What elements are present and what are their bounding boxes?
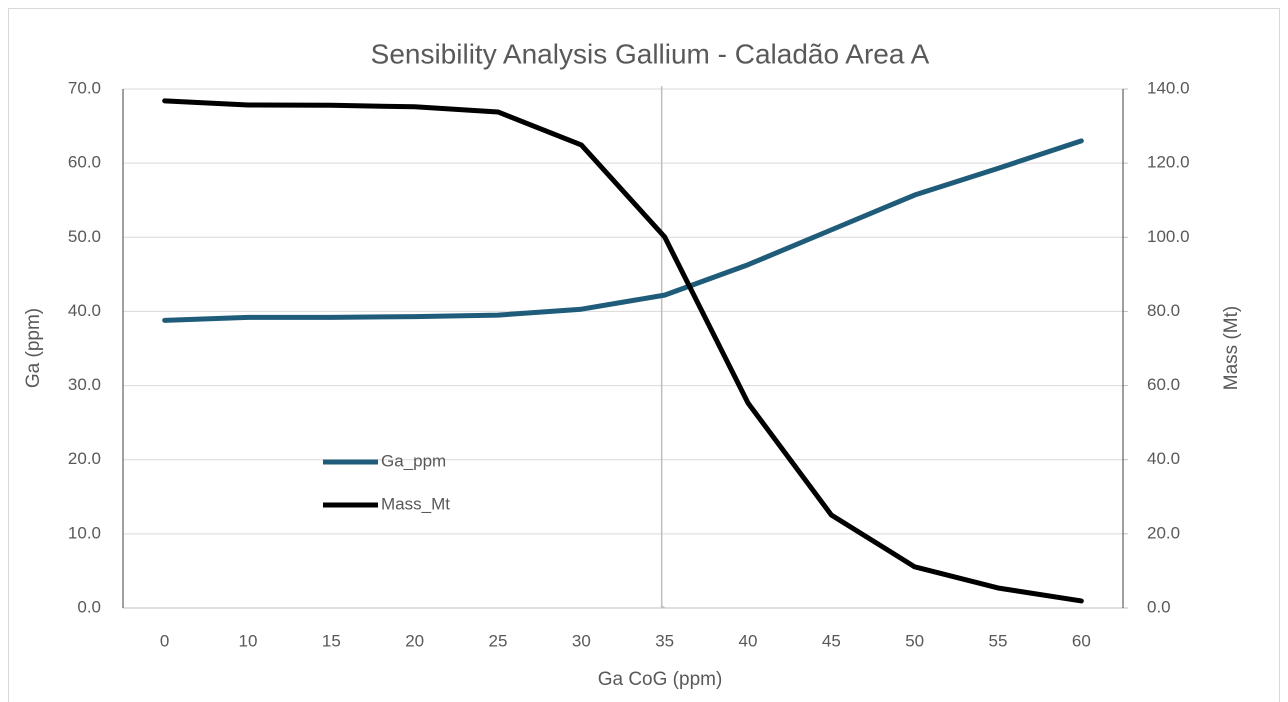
marker-line (661, 605, 666, 609)
x-tick-label: 10 (239, 631, 258, 650)
chart-frame (8, 8, 1280, 702)
y2-tick-label: 100.0 (1147, 227, 1190, 246)
y2-tick-label: 20.0 (1147, 523, 1180, 542)
y2-tick-label: 40.0 (1147, 449, 1180, 468)
x-tick-label: 35 (655, 631, 674, 650)
series-line (162, 138, 1084, 323)
y-tick-label: 0.0 (77, 597, 101, 616)
y-axis-label: Ga (ppm) (23, 308, 44, 388)
chart-title: Sensibility Analysis Gallium - Caladão A… (371, 38, 930, 69)
x-tick-label: 0 (160, 631, 169, 650)
y-tick-label: 50.0 (68, 227, 101, 246)
x-tick-label: 40 (739, 631, 758, 650)
y2-tick-label: 140.0 (1147, 78, 1190, 97)
x-tick-label: 45 (822, 631, 841, 650)
x-axis-label: Ga CoG (ppm) (598, 669, 723, 690)
y-tick-label: 70.0 (68, 78, 101, 97)
y2-tick-label: 0.0 (1147, 597, 1171, 616)
legend-label: Ga_ppm (381, 451, 446, 470)
y-tick-label: 10.0 (68, 523, 101, 542)
x-tick-label: 30 (572, 631, 591, 650)
y2-tick-label: 80.0 (1147, 301, 1180, 320)
y2-axis-label: Mass (Mt) (1221, 306, 1242, 390)
x-tick-label: 25 (489, 631, 508, 650)
legend-label: Mass_Mt (381, 494, 450, 513)
x-tick-label: 60 (1072, 631, 1091, 650)
x-tick-label: 20 (405, 631, 424, 650)
y2-tick-label: 60.0 (1147, 375, 1180, 394)
y2-tick-label: 120.0 (1147, 153, 1190, 172)
y-tick-label: 20.0 (68, 449, 101, 468)
x-tick-label: 50 (905, 631, 924, 650)
y-tick-label: 60.0 (68, 153, 101, 172)
y-tick-label: 30.0 (68, 375, 101, 394)
x-tick-label: 15 (322, 631, 341, 650)
x-tick-label: 55 (989, 631, 1008, 650)
y-tick-label: 40.0 (68, 301, 101, 320)
series-line (162, 98, 1084, 604)
